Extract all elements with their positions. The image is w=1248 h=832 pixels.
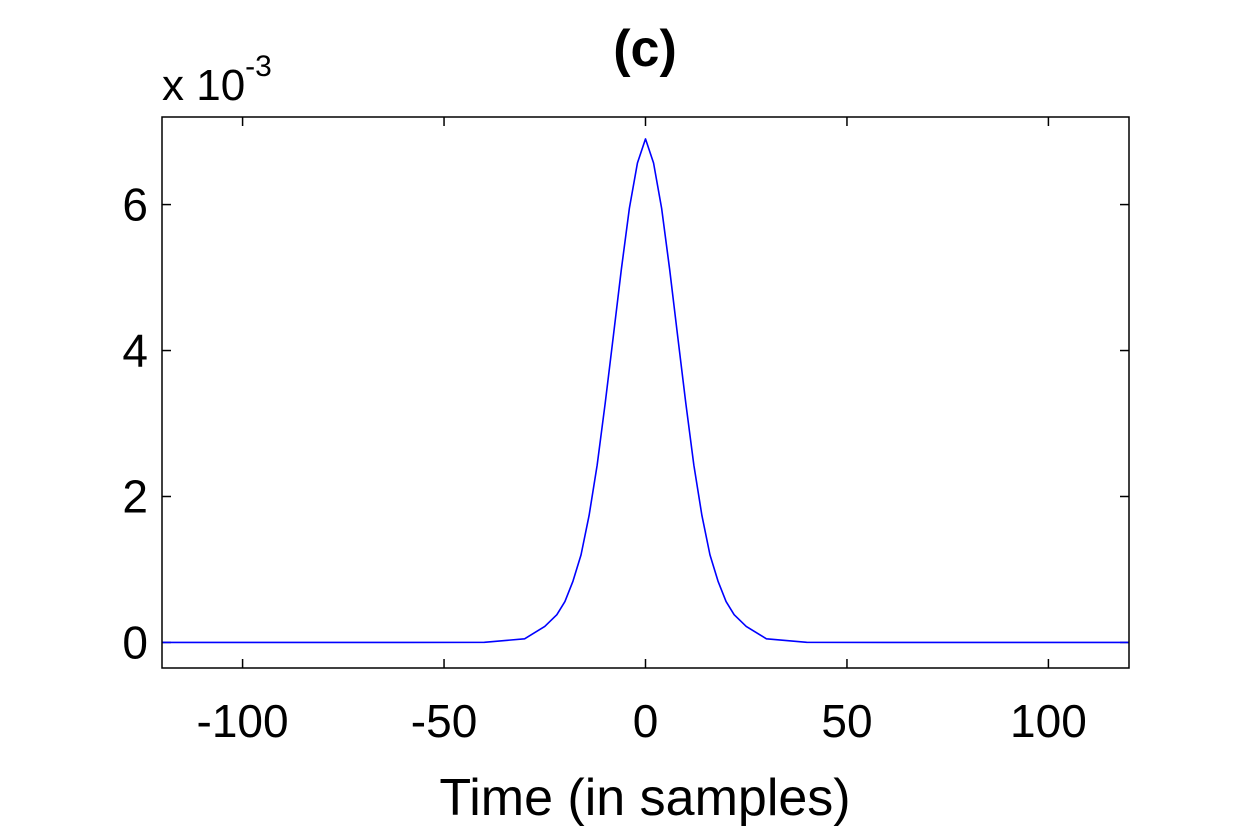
x-tick-label: -50 (411, 695, 477, 747)
y-axis-multiplier-base: x 10 (162, 61, 245, 110)
x-axis-label: Time (in samples) (439, 769, 850, 827)
plot-area-frame (161, 116, 1130, 669)
y-tick-label: 6 (122, 179, 148, 231)
x-tick-label: 0 (633, 695, 659, 747)
x-tick-label: 100 (1010, 695, 1087, 747)
y-axis-multiplier: x 10-3 (162, 50, 272, 110)
axis-ticks (162, 117, 1129, 668)
series-line (162, 138, 1129, 644)
y-tick-label: 0 (122, 616, 148, 668)
x-tick-label: 50 (821, 695, 872, 747)
y-tick-label: 2 (122, 470, 148, 522)
chart-title: (c) (613, 20, 677, 78)
y-tick-label: 4 (122, 325, 148, 377)
y-axis-multiplier-exponent: -3 (245, 50, 272, 83)
x-tick-label: -100 (197, 695, 289, 747)
axis-tick-labels: -100 -50 0 50 100 0 2 4 6 (122, 179, 1086, 747)
